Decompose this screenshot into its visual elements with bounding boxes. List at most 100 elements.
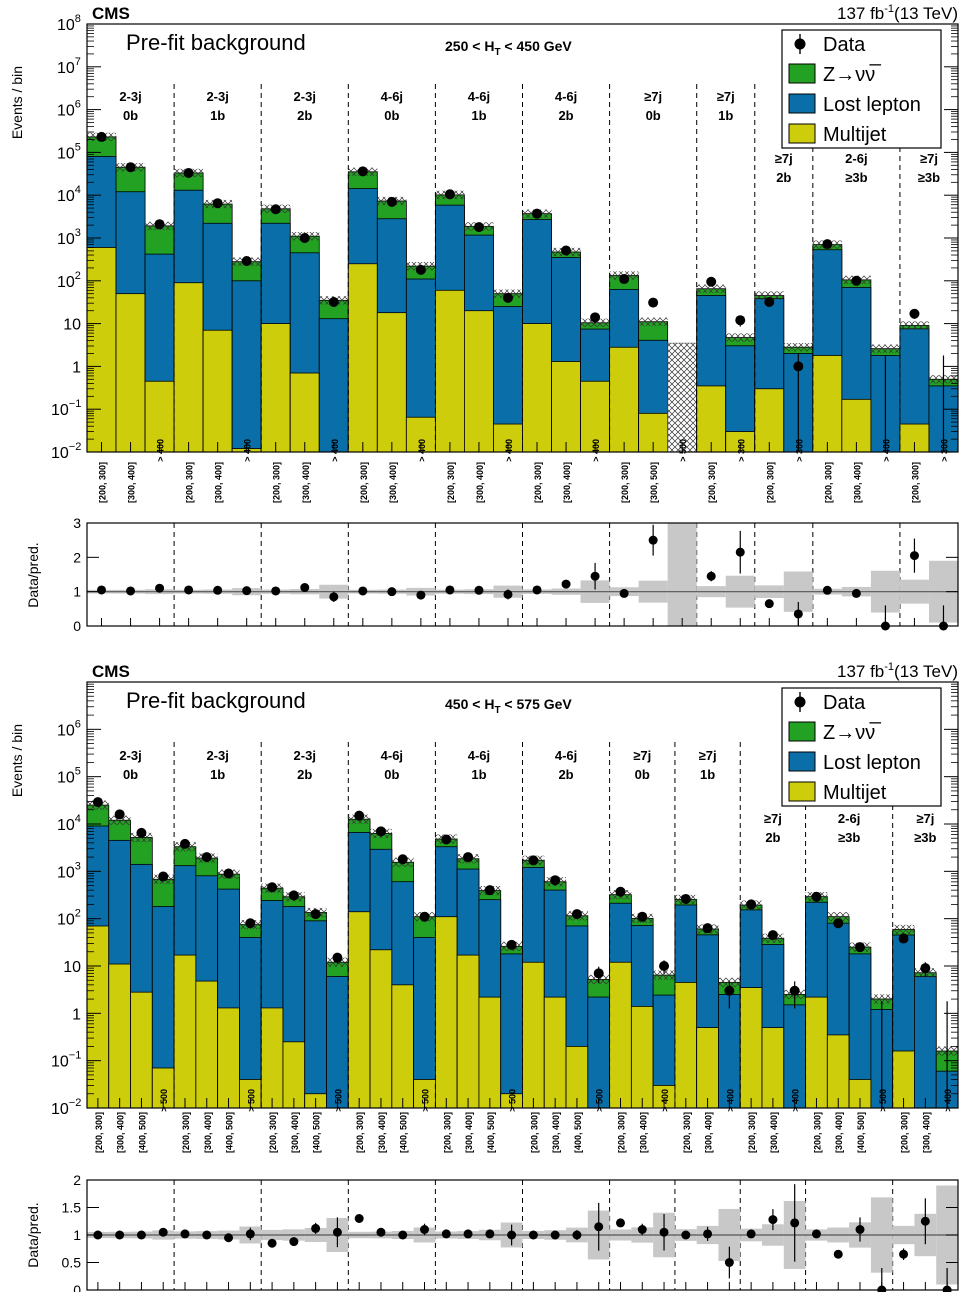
group-njets-label: 4-6j [468, 748, 490, 763]
group-nb-label: ≥3b [838, 830, 860, 845]
ht-range-high: < 450 GeV [501, 38, 573, 54]
y-tick-label: 107 [57, 56, 81, 77]
y-tick-base: 10 [57, 912, 75, 929]
ht-range-label: 250 < HT < 450 GeV [445, 38, 572, 58]
data-point [851, 275, 862, 286]
lostlep-bar [304, 920, 327, 1109]
multijet-bar [812, 355, 843, 453]
lostlep-bar [914, 976, 937, 1109]
y-tick-exponent: 7 [75, 56, 81, 68]
x-tick-label: [400, 500] [856, 1112, 866, 1153]
y-tick-exponent: 2 [75, 908, 81, 920]
x-tick-label: [200, 300] [707, 462, 717, 503]
group-njets-label: 2-3j [206, 748, 228, 763]
ratio-point [899, 1249, 909, 1259]
x-tick-label: [300, 400] [562, 462, 572, 503]
ratio-point [615, 1218, 625, 1228]
x-tick-label: [200, 300] [823, 462, 833, 503]
multijet-bar [609, 346, 640, 453]
ratio-y-axis-label: Data/pred. [25, 1202, 41, 1267]
data-point [96, 131, 107, 142]
x-tick-label: [200, 300] [529, 1112, 539, 1153]
x-tick-label: > 500 [508, 1089, 518, 1112]
data-point [375, 826, 386, 837]
ratio-point [851, 588, 861, 598]
multijet-bar [522, 961, 545, 1109]
data-point [484, 885, 495, 896]
y-tick-base: 10 [57, 60, 75, 77]
ratio-point [822, 585, 832, 595]
y-tick-label: 1 [72, 1006, 81, 1023]
data-point [397, 854, 408, 865]
ratio-y-tick-label: 2 [73, 1172, 81, 1188]
data-point [822, 239, 833, 250]
ratio-point [590, 571, 600, 581]
x-tick-label: [300, 400] [769, 1112, 779, 1153]
x-tick-label: [200, 300] [268, 1112, 278, 1153]
ratio-point [311, 1223, 321, 1233]
ratio-point [416, 590, 426, 600]
x-tick-label: > 400 [660, 1089, 670, 1112]
lumi-label: 137 fb-1(13 TeV) [837, 661, 958, 681]
x-tick-label: > 400 [243, 439, 253, 462]
ratio-point [790, 1218, 800, 1228]
group-njets-label: ≥7j [775, 151, 793, 166]
ratio-point [398, 1230, 408, 1240]
uncertainty-hatch [899, 321, 929, 330]
multijet-bar [464, 310, 494, 453]
ratio-y-tick-label: 0 [73, 618, 81, 634]
y-tick-label: 10 [63, 317, 81, 334]
data-point [444, 189, 455, 200]
y-tick-label: 102 [57, 908, 81, 929]
uncertainty-hatch [667, 342, 698, 453]
group-njets-label: 2-6j [838, 811, 860, 826]
data-point [764, 296, 775, 307]
uncertainty-hatch [653, 970, 675, 980]
y-tick-base: 10 [57, 817, 75, 834]
group-nb-label: 1b [210, 108, 225, 123]
y-tick-exponent: 5 [75, 766, 81, 778]
group-nb-label: 1b [700, 767, 715, 782]
group-nb-label: ≥3b [845, 170, 867, 185]
ratio-point [855, 1225, 865, 1234]
group-nb-label: 2b [558, 767, 573, 782]
ratio-point [136, 1230, 146, 1240]
x-tick-label: > 300 [736, 439, 746, 462]
data-point [909, 308, 920, 319]
legend-lostlep-swatch [788, 751, 816, 772]
uncertainty-hatch [725, 333, 755, 342]
data-point [441, 834, 452, 845]
data-point [724, 985, 735, 996]
group-nb-label: ≥3b [914, 830, 936, 845]
data-point [136, 827, 147, 838]
ratio-point [619, 588, 629, 598]
ratio-point [768, 1215, 778, 1225]
uncertainty-hatch [754, 291, 784, 300]
multijet-bar [391, 984, 415, 1109]
data-point [270, 204, 281, 215]
multijet-bar [195, 980, 219, 1109]
data-point [811, 891, 822, 902]
legend-data-label: Data [823, 34, 866, 56]
data-point [920, 963, 931, 974]
data-point [680, 894, 691, 905]
y-tick-exponent: −2 [69, 441, 82, 453]
group-njets-label: ≥7j [764, 811, 782, 826]
x-tick-label: [200, 300] [620, 462, 630, 503]
ratio-point [724, 1258, 734, 1267]
top-chart: 2-3j 0b 2-3j 1b 2-3j 2b 4-6j 0b 4-6j 1b 4-6j 2b ≥7j 0… [9, 3, 959, 634]
group-nb-label: 2b [297, 108, 312, 123]
ratio-point [703, 1229, 713, 1239]
x-tick-label: > 400 [881, 439, 891, 462]
y-tick-label: 1 [72, 359, 81, 376]
ratio-point [332, 1227, 342, 1237]
data-point [212, 198, 223, 209]
x-tick-label: [300, 400] [852, 462, 862, 503]
group-njets-label: ≥7j [644, 89, 662, 104]
legend-znn-swatch [788, 721, 816, 742]
lostlep-bar [231, 280, 262, 453]
x-tick-label: > 500 [333, 1089, 343, 1112]
legend-lostlep-swatch [788, 93, 816, 114]
x-tick-label: [300, 400] [704, 1112, 714, 1153]
data-point [855, 942, 866, 953]
